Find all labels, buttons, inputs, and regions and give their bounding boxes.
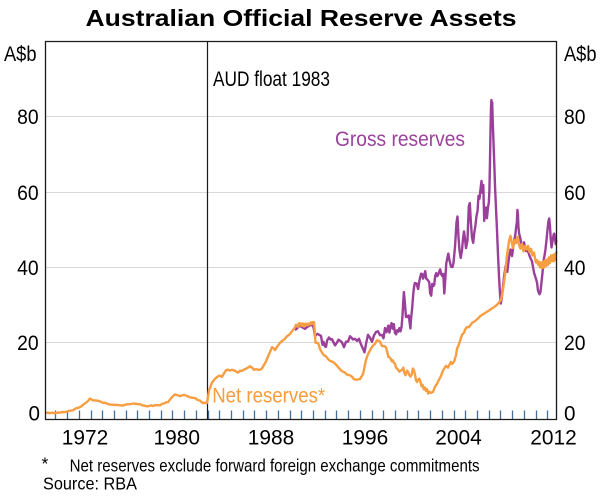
- svg-text:1980: 1980: [154, 426, 201, 450]
- svg-text:A$b: A$b: [4, 42, 37, 66]
- svg-text:0: 0: [564, 401, 576, 425]
- svg-text:20: 20: [17, 331, 39, 355]
- svg-text:1972: 1972: [62, 426, 109, 450]
- svg-text:2012: 2012: [530, 426, 577, 450]
- svg-text:1996: 1996: [342, 426, 389, 450]
- svg-text:AUD float 1983: AUD float 1983: [213, 67, 330, 91]
- svg-text:Source: RBA: Source: RBA: [43, 473, 137, 493]
- svg-text:60: 60: [17, 181, 39, 205]
- svg-text:Net reserves*: Net reserves*: [212, 383, 326, 407]
- svg-text:Net reserves exclude forward f: Net reserves exclude forward foreign exc…: [70, 455, 480, 475]
- svg-text:Gross reserves: Gross reserves: [335, 127, 465, 151]
- svg-text:60: 60: [564, 181, 586, 205]
- svg-text:0: 0: [29, 401, 41, 425]
- svg-text:*: *: [42, 454, 49, 474]
- svg-text:2004: 2004: [435, 426, 482, 450]
- svg-text:40: 40: [17, 256, 39, 280]
- svg-text:A$b: A$b: [564, 42, 597, 66]
- svg-text:20: 20: [564, 331, 586, 355]
- svg-text:1988: 1988: [248, 426, 295, 450]
- svg-text:80: 80: [564, 105, 586, 129]
- svg-text:40: 40: [564, 256, 586, 280]
- svg-text:Australian Official Reserve As: Australian Official Reserve Assets: [86, 5, 517, 31]
- svg-text:80: 80: [17, 105, 39, 129]
